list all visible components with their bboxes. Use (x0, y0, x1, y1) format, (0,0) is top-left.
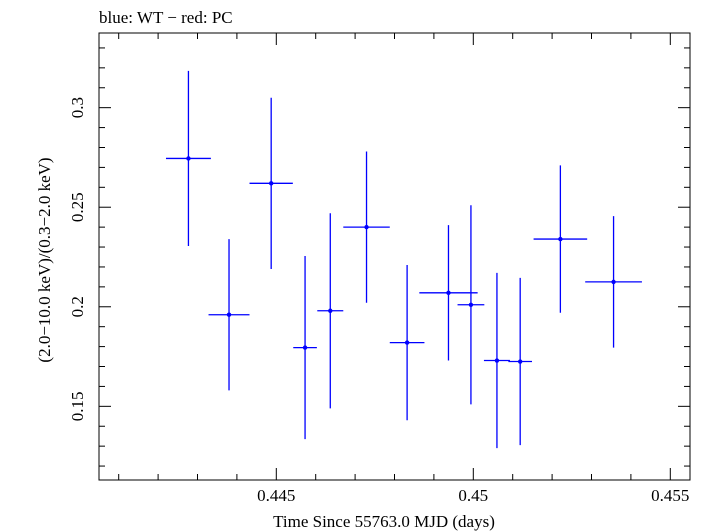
plot-frame (98, 32, 691, 481)
x-tick-label: 0.45 (458, 486, 488, 505)
point-marker (468, 302, 474, 307)
data-point (208, 239, 250, 391)
data-point (389, 264, 425, 421)
data-point (249, 97, 293, 269)
x-tick-label: 0.455 (651, 486, 689, 505)
data-point (343, 151, 390, 303)
y-axis-label: (2.0−10.0 keV)/(0.3−2.0 keV) (35, 157, 54, 362)
point-marker (268, 181, 274, 186)
x-axis-label: Time Since 55763.0 MJD (days) (273, 512, 495, 531)
data-point (293, 256, 317, 440)
chart-title: blue: WT − red: PC (99, 8, 233, 27)
data-point (585, 216, 642, 348)
point-marker (494, 358, 500, 363)
y-tick-label: 0.2 (68, 296, 87, 317)
point-marker (302, 345, 308, 350)
point-marker (517, 359, 523, 364)
point-marker (186, 156, 191, 161)
point-marker (446, 290, 451, 296)
y-tick-label: 0.25 (68, 192, 87, 222)
axis-ticks: 0.445 0.45 0.455 0.15 0.2 0.25 0.3 (68, 33, 690, 505)
point-marker (364, 224, 369, 230)
point-marker (404, 340, 410, 345)
data-point (457, 205, 485, 405)
data-point (533, 165, 588, 313)
data-point (165, 70, 211, 247)
point-marker (611, 279, 616, 285)
data-points (165, 70, 642, 449)
data-point (508, 277, 533, 446)
point-marker (226, 312, 232, 317)
point-marker (558, 236, 563, 242)
data-point (317, 213, 344, 409)
y-tick-label: 0.15 (68, 391, 87, 421)
data-point (419, 225, 478, 361)
data-point (483, 272, 510, 449)
x-tick-label: 0.445 (257, 486, 295, 505)
point-marker (328, 308, 333, 313)
y-tick-label: 0.3 (68, 97, 87, 118)
